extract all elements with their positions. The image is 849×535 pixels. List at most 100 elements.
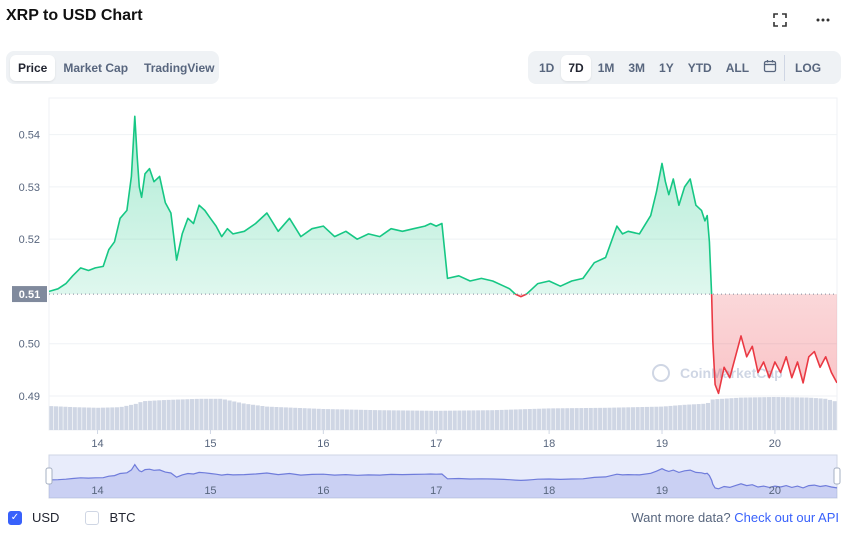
volume-bar	[293, 407, 298, 430]
volume-bar	[743, 397, 748, 430]
volume-bar	[250, 404, 256, 430]
y-tick-label: 0.49	[19, 391, 40, 403]
calendar-icon[interactable]	[756, 53, 784, 82]
usd-checkbox[interactable]: ✓	[8, 510, 22, 525]
volume-bar	[827, 399, 833, 430]
volume-bar	[372, 410, 378, 430]
volume-bar	[316, 408, 321, 430]
volume-bar	[452, 410, 457, 430]
y-tick-label: 0.54	[19, 130, 40, 142]
volume-bar	[49, 406, 54, 430]
volume-bar	[457, 410, 462, 430]
more-horizontal-icon[interactable]	[812, 12, 834, 34]
range-1y[interactable]: 1Y	[659, 60, 674, 75]
volume-bar	[551, 408, 556, 430]
volume-bar	[668, 405, 673, 430]
volume-bar	[354, 409, 359, 430]
volume-bar	[607, 407, 612, 430]
volume-bar	[504, 409, 509, 430]
volume-bar	[790, 397, 795, 430]
navigator-tick-label: 19	[656, 485, 668, 497]
range-1d[interactable]: 1D	[539, 60, 555, 75]
volume-bar	[340, 409, 345, 430]
volume-bar	[560, 408, 565, 430]
navigator-handle-left[interactable]	[45, 467, 53, 485]
api-promo: Want more data? Check out our API	[631, 510, 839, 525]
range-1m[interactable]: 1M	[597, 60, 615, 75]
api-link[interactable]: Check out our API	[734, 510, 839, 525]
volume-bar	[58, 406, 63, 430]
volume-bar	[265, 406, 270, 430]
volume-bar	[105, 407, 110, 430]
volume-bar	[222, 399, 227, 430]
volume-bar	[335, 409, 340, 430]
volume-bar	[804, 397, 809, 430]
volume-bar	[410, 410, 415, 430]
volume-bar	[663, 406, 668, 430]
btc-checkbox[interactable]	[85, 510, 100, 525]
log-scale-toggle[interactable]: LOG	[784, 54, 828, 81]
range-all[interactable]: ALL	[725, 60, 750, 75]
navigator-handle-right[interactable]	[833, 467, 841, 485]
volume-bar	[241, 403, 246, 430]
volume-bar	[302, 408, 307, 430]
volume-bar	[766, 397, 772, 430]
volume-bar	[194, 398, 199, 430]
y-tick-label: 0.53	[19, 182, 40, 194]
price-line-down[interactable]	[49, 116, 837, 395]
volume-bar	[701, 403, 706, 430]
volume-bar	[818, 398, 823, 430]
volume-bar	[771, 397, 776, 430]
x-tick-label: 19	[656, 438, 668, 450]
volume-bar	[199, 398, 204, 430]
volume-bar	[682, 404, 687, 430]
volume-bar	[288, 407, 293, 430]
volume-bar	[138, 402, 143, 430]
volume-bar	[532, 408, 537, 430]
volume-bar	[476, 410, 481, 430]
fullscreen-icon[interactable]	[769, 12, 791, 34]
chart-title: XRP to USD Chart	[6, 7, 143, 24]
navigator-tick-label: 14	[91, 485, 103, 497]
volume-bar	[147, 400, 152, 430]
tab-tradingview[interactable]: TradingView	[144, 60, 215, 75]
range-ytd[interactable]: YTD	[687, 60, 712, 75]
volume-bar	[785, 397, 790, 430]
volume-bar	[297, 408, 302, 430]
volume-bar	[114, 407, 120, 430]
volume-bar	[382, 410, 387, 430]
volume-bar	[813, 398, 818, 430]
volume-bar	[246, 404, 251, 430]
volume-bar	[255, 405, 260, 430]
x-tick-label: 17	[430, 438, 442, 450]
volume-bar	[659, 406, 664, 430]
volume-bar	[513, 409, 518, 430]
volume-bar	[77, 407, 82, 430]
y-tick-label: 0.52	[19, 234, 40, 246]
navigator-window[interactable]	[48, 454, 838, 499]
volume-bar	[124, 405, 129, 430]
navigator-tick-label: 18	[543, 485, 555, 497]
tab-market-cap[interactable]: Market Cap	[63, 60, 129, 75]
volume-bar	[279, 407, 284, 430]
range-tabs: 1D 7D 1M 3M 1Y YTD ALL LOG	[528, 51, 841, 84]
volume-bar	[53, 406, 59, 430]
price-line-up[interactable]	[49, 115, 837, 393]
range-3m[interactable]: 3M	[628, 60, 646, 75]
volume-bar	[546, 408, 551, 430]
volume-bar	[363, 409, 368, 430]
volume-bar	[307, 408, 312, 430]
range-7d[interactable]: 7D	[561, 54, 591, 81]
x-tick-label: 20	[769, 438, 781, 450]
tab-price[interactable]: Price	[10, 54, 56, 81]
navigator-tick-label: 15	[204, 485, 216, 497]
volume-bar	[640, 407, 645, 430]
volume-bar	[171, 399, 176, 430]
volume-bar	[429, 410, 434, 430]
volume-bar	[527, 409, 532, 430]
volume-bar	[630, 407, 636, 430]
navigator-tick-label: 16	[317, 485, 329, 497]
volume-bar	[180, 399, 185, 430]
volume-bar	[311, 408, 317, 430]
